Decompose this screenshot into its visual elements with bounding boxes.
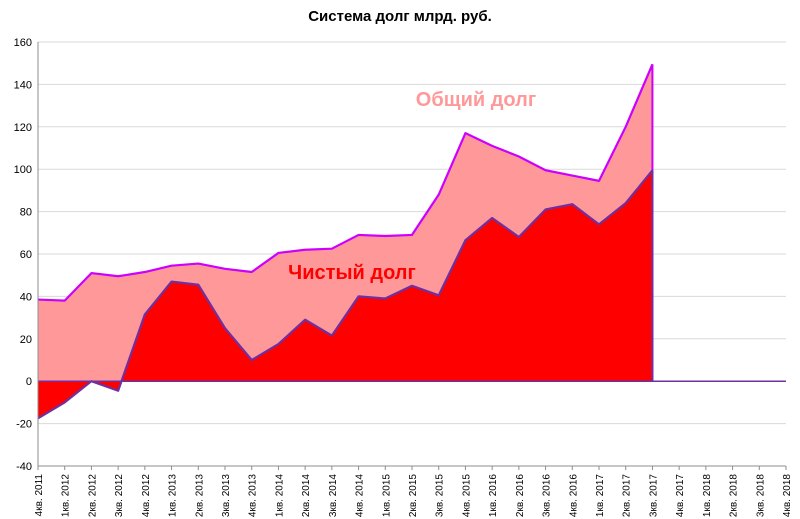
axis-layer [37,42,787,470]
x-tick-label: 1кв. 2015 [381,474,392,517]
x-tick-label: 1кв. 2013 [168,474,179,517]
line-net-debt [37,169,654,420]
y-tick-label: 20 [20,334,32,346]
x-tick-label: 3кв. 2017 [648,474,659,517]
x-tick-label: 4кв. 2017 [675,474,686,517]
x-tick-label: 3кв. 2015 [435,474,446,517]
label-layer: -40 -20 0 20 40 60 80 100 120 140 160 4кв. 2011 1кв.… [14,37,793,517]
x-tick-label: 1кв. 2012 [61,474,72,517]
x-tick-label: 3кв. 2014 [328,474,339,517]
x-tick-label: 3кв. 2016 [542,474,553,517]
x-tick-label: 1кв. 2018 [702,474,713,517]
y-tick-label: 60 [20,249,32,261]
y-tick-label: 80 [20,207,32,219]
y-tick-label: 160 [14,37,32,49]
series-label-total-debt: Общий долг [416,89,536,111]
area-net-debt [38,170,653,419]
x-tick-label: 2кв. 2014 [301,474,312,517]
area-layer [37,63,654,420]
series-label-net-debt: Чистый долг [288,262,416,284]
x-tick-label: 2кв. 2016 [515,474,526,517]
y-tick-label: 120 [14,122,32,134]
x-tick-label: 4кв. 2013 [248,474,259,517]
y-tick-label: 40 [20,291,32,303]
x-tick-label: 2кв. 2018 [729,474,740,517]
x-tick-label: 2кв. 2013 [194,474,205,517]
y-tick-label: -40 [16,461,32,473]
chart-title: Система долг млрд. руб. [308,8,492,25]
x-tick-label: 1кв. 2017 [595,474,606,517]
x-tick-label: 1кв. 2014 [274,474,285,517]
x-tick-label: 2кв. 2012 [87,474,98,517]
line-total-debt [37,63,654,302]
x-tick-label: 4кв. 2012 [141,474,152,517]
x-tick-label: 2кв. 2017 [622,474,633,517]
x-tick-label: 3кв. 2018 [755,474,766,517]
x-tick-label: 3кв. 2013 [221,474,232,517]
y-tick-label: 140 [14,79,32,91]
x-tick-label: 2кв. 2015 [408,474,419,517]
y-tick-label: 0 [26,376,32,388]
x-tick-label: 4кв. 2016 [568,474,579,517]
y-tick-label: -20 [16,419,32,431]
x-tick-label: 3кв. 2012 [114,474,125,517]
x-tick-label: 1кв. 2016 [488,474,499,517]
x-tick-label: 4кв. 2011 [34,474,45,517]
y-tick-label: 100 [14,164,32,176]
x-tick-label: 4кв. 2014 [355,474,366,517]
x-tick-label: 4кв. 2018 [782,474,793,517]
x-tick-label: 4кв. 2015 [461,474,472,517]
